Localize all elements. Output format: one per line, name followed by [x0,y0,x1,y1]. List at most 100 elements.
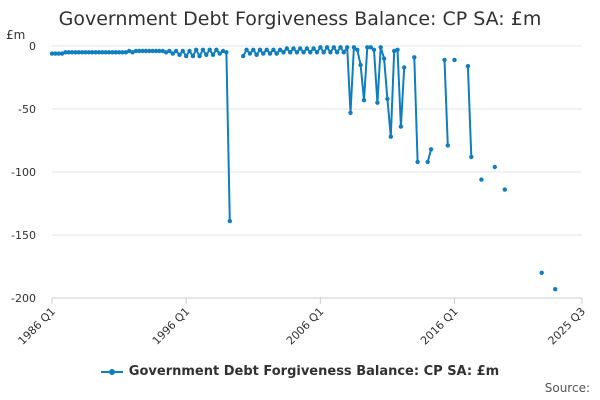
data-point[interactable] [123,50,128,55]
data-point[interactable] [100,50,105,55]
data-point[interactable] [261,51,266,56]
data-point[interactable] [321,50,326,55]
data-point[interactable] [385,96,390,102]
data-point[interactable] [442,57,447,63]
data-point[interactable] [371,47,377,52]
data-point[interactable] [395,47,400,52]
data-point[interactable] [469,154,474,160]
data-point[interactable] [553,287,558,292]
data-point[interactable] [415,159,420,165]
data-point[interactable] [150,48,155,54]
data-point[interactable] [86,50,92,55]
data-point[interactable] [173,48,179,54]
data-point[interactable] [425,159,430,165]
data-point[interactable] [83,50,88,55]
data-point[interactable] [294,50,300,55]
data-point[interactable] [271,47,276,52]
data-point[interactable] [314,50,320,55]
data-point[interactable] [351,45,357,50]
data-point[interactable] [288,50,293,55]
data-point[interactable] [130,50,135,55]
data-point[interactable] [311,46,316,51]
data-point[interactable] [116,50,122,55]
data-point[interactable] [267,51,273,56]
data-point[interactable] [358,62,363,68]
data-point[interactable] [247,51,253,56]
data-point[interactable] [160,48,165,54]
data-point[interactable] [73,50,78,55]
data-point[interactable] [375,100,380,105]
data-point[interactable] [298,46,303,51]
data-point[interactable] [210,52,216,57]
data-point[interactable] [264,47,269,52]
data-point[interactable] [348,110,353,116]
data-point[interactable] [241,53,246,59]
data-point[interactable] [180,48,185,54]
data-point[interactable] [204,52,209,57]
data-point[interactable] [190,53,196,59]
data-point[interactable] [304,46,310,51]
data-point[interactable] [277,47,283,52]
data-point[interactable] [281,50,286,55]
data-point[interactable] [137,48,142,54]
data-point[interactable] [140,48,145,54]
data-point[interactable] [331,45,336,50]
data-point[interactable] [428,147,434,152]
data-point[interactable] [308,50,313,55]
data-point[interactable] [120,50,125,55]
data-point[interactable] [103,50,108,55]
data-point[interactable] [224,50,229,55]
data-point[interactable] [324,45,330,50]
data-point[interactable] [412,55,417,60]
data-point[interactable] [479,177,484,182]
data-point[interactable] [207,47,212,52]
data-point[interactable] [187,48,192,54]
data-point[interactable] [398,124,404,129]
data-point[interactable] [361,98,367,103]
data-point[interactable] [388,134,393,139]
data-point[interactable] [365,45,370,50]
data-point[interactable] [93,50,98,55]
data-point[interactable] [170,51,175,56]
data-point[interactable] [80,50,85,55]
legend[interactable]: Government Debt Forgiveness Balance: CP … [0,364,600,379]
data-point[interactable] [127,48,132,54]
data-point[interactable] [465,63,471,69]
data-point[interactable] [63,50,68,55]
data-point[interactable] [257,47,263,52]
data-point[interactable] [402,65,407,70]
data-point[interactable] [244,47,249,52]
data-point[interactable] [69,50,75,55]
data-point[interactable] [334,50,340,55]
data-point[interactable] [445,143,450,148]
data-point[interactable] [53,51,58,56]
data-point[interactable] [355,47,360,52]
data-point[interactable] [90,50,95,55]
data-point[interactable] [49,51,55,56]
data-point[interactable] [291,46,296,51]
data-point[interactable] [200,47,206,52]
data-point[interactable] [153,48,159,54]
data-point[interactable] [143,48,149,54]
data-point[interactable] [113,50,118,55]
data-point[interactable] [56,51,61,56]
data-point[interactable] [301,50,306,55]
data-point[interactable] [197,53,202,59]
data-point[interactable] [492,164,497,170]
data-point[interactable] [452,57,457,63]
data-point[interactable] [184,53,189,59]
data-point[interactable] [318,45,323,50]
data-point[interactable] [66,50,72,55]
data-point[interactable] [59,51,65,56]
data-point[interactable] [328,50,333,55]
data-point[interactable] [251,47,256,52]
data-point[interactable] [381,56,387,61]
data-point[interactable] [167,48,172,54]
data-point[interactable] [502,187,507,192]
data-point[interactable] [217,51,222,56]
data-point[interactable] [194,47,199,52]
data-point[interactable] [177,52,182,57]
data-point[interactable] [338,45,343,50]
data-point[interactable] [214,47,219,52]
data-point[interactable] [539,270,544,275]
